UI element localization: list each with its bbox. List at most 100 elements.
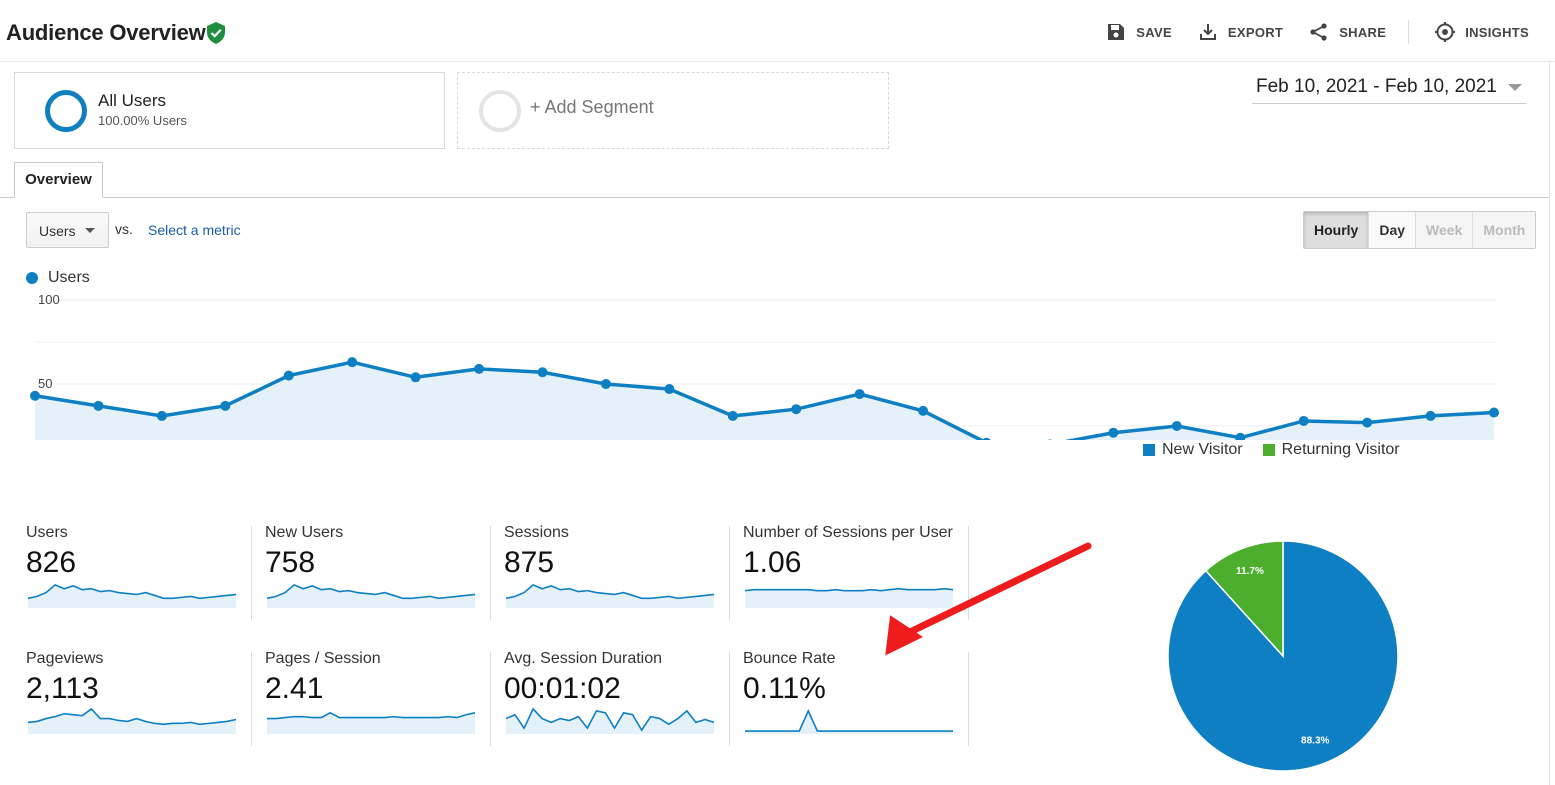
visitor-type-pie-chart: 88.3% 11.7%	[1167, 540, 1399, 772]
export-button[interactable]: EXPORT	[1198, 22, 1283, 42]
data-point[interactable]	[918, 405, 929, 416]
data-point[interactable]	[1171, 421, 1182, 431]
week-button[interactable]: Week	[1415, 212, 1473, 248]
caret-down-icon	[85, 228, 95, 233]
add-segment-label: + Add Segment	[530, 97, 654, 117]
month-button[interactable]: Month	[1472, 212, 1536, 248]
pie-legend-item-new: New Visitor	[1143, 441, 1243, 459]
y-tick-label: 100	[38, 292, 60, 307]
sparkline-line	[505, 583, 715, 600]
pie-slice-label: 88.3%	[1301, 736, 1329, 747]
kpi-card[interactable]: Pageviews 2,113	[26, 650, 256, 745]
data-point[interactable]	[410, 372, 421, 383]
red-annotation-arrow	[885, 542, 1092, 656]
kpi-sparkline	[745, 708, 953, 734]
data-point[interactable]	[1489, 407, 1499, 418]
select-metric-link[interactable]: Select a metric	[148, 222, 241, 238]
sparkline-area	[506, 584, 714, 608]
data-point[interactable]	[1362, 417, 1373, 428]
data-point[interactable]	[791, 404, 802, 415]
kpi-value: 875	[504, 546, 555, 579]
kpi-sparkline	[27, 583, 237, 608]
pie-slice[interactable]	[1204, 540, 1284, 658]
kpi-sparkline	[505, 707, 715, 734]
kpi-card[interactable]: Sessions 875	[504, 524, 734, 619]
data-point[interactable]	[982, 437, 992, 440]
sparkline-line	[267, 711, 476, 720]
kpi-value: 1.06	[743, 546, 802, 579]
data-point[interactable]	[600, 379, 611, 389]
kpi-value: 2,113	[26, 672, 99, 705]
kpi-card[interactable]: Number of Sessions per User 1.06	[743, 524, 973, 619]
kpi-card[interactable]: Pages / Session 2.41	[265, 650, 495, 745]
kpi-name: Bounce Rate	[743, 650, 836, 667]
sparkline-line	[266, 583, 476, 600]
metric-select[interactable]: Users	[26, 212, 109, 248]
tab-overview[interactable]: Overview	[14, 162, 103, 198]
kpi-divider	[251, 652, 252, 746]
toolbar-divider	[1408, 20, 1410, 44]
legend-swatch-returning	[1262, 444, 1275, 456]
kpi-value: 2.41	[265, 672, 324, 705]
users-area	[35, 362, 1494, 440]
kpi-name: Users	[26, 524, 68, 541]
data-point[interactable]	[537, 367, 548, 378]
save-icon	[1108, 24, 1125, 40]
data-point[interactable]	[1235, 432, 1246, 440]
share-label: SHARE	[1339, 24, 1387, 40]
y-tick-label: 50	[38, 376, 52, 391]
data-point[interactable]	[474, 363, 485, 374]
kpi-sparkline	[267, 711, 476, 734]
legend-swatch-new	[1143, 444, 1155, 456]
kpi-card[interactable]: Avg. Session Duration 00:01:02	[504, 650, 734, 745]
kpi-value: 758	[265, 546, 316, 579]
data-point[interactable]	[1045, 439, 1055, 440]
data-point[interactable]	[854, 389, 865, 400]
sparkline-area	[745, 588, 953, 608]
kpi-divider	[251, 526, 252, 620]
kpi-name: Number of Sessions per User	[743, 524, 953, 541]
save-label: SAVE	[1136, 24, 1172, 40]
segment-card-all-users[interactable]: All Users 100.00% Users	[14, 72, 445, 149]
segment-subtitle: 100.00% Users	[98, 113, 187, 128]
pie-legend-label-new: New Visitor	[1162, 441, 1243, 458]
share-button[interactable]: SHARE	[1309, 22, 1386, 42]
verified-shield-icon	[207, 22, 225, 44]
kpi-sparkline	[505, 583, 715, 608]
insights-button[interactable]: INSIGHTS	[1435, 22, 1529, 42]
data-point[interactable]	[727, 410, 738, 421]
data-point[interactable]	[664, 384, 675, 395]
share-icon	[1310, 23, 1327, 41]
kpi-name: Pages / Session	[265, 650, 381, 667]
day-button[interactable]: Day	[1368, 212, 1416, 248]
data-point[interactable]	[93, 400, 104, 411]
kpi-divider	[490, 652, 491, 746]
toolbar: SAVE EXPORT SHARE INSIGHTS	[1080, 20, 1529, 44]
data-point[interactable]	[347, 357, 358, 368]
tab-bar: Overview	[0, 162, 1550, 198]
kpi-card[interactable]: Users 826	[26, 524, 256, 619]
pie-legend-label-returning: Returning Visitor	[1281, 441, 1400, 458]
insights-label: INSIGHTS	[1465, 24, 1529, 40]
pie-legend: New Visitor Returning Visitor	[1143, 441, 1400, 459]
data-point[interactable]	[156, 410, 167, 421]
data-point[interactable]	[220, 400, 231, 411]
add-segment-ring-icon	[479, 90, 521, 132]
sparkline-line	[744, 587, 954, 592]
save-button[interactable]: SAVE	[1106, 22, 1172, 42]
report-main: All Users 100.00% Users + Add Segment Fe…	[0, 62, 1550, 785]
sparkline-area	[267, 584, 475, 608]
hourly-button[interactable]: Hourly	[1304, 212, 1369, 248]
data-point[interactable]	[1108, 427, 1119, 438]
data-point[interactable]	[283, 370, 294, 381]
data-point[interactable]	[1298, 415, 1309, 426]
data-point[interactable]	[1425, 410, 1436, 421]
add-segment-button[interactable]: + Add Segment	[457, 72, 889, 149]
kpi-card[interactable]: Bounce Rate 0.11%	[743, 650, 973, 745]
date-range-picker[interactable]: Feb 10, 2021 - Feb 10, 2021	[1252, 74, 1526, 104]
kpi-card[interactable]: New Users 758	[265, 524, 495, 619]
data-point[interactable]	[30, 390, 40, 401]
kpi-name: Avg. Session Duration	[504, 650, 663, 667]
granularity-toggle: Hourly Day Week Month	[1303, 211, 1537, 249]
